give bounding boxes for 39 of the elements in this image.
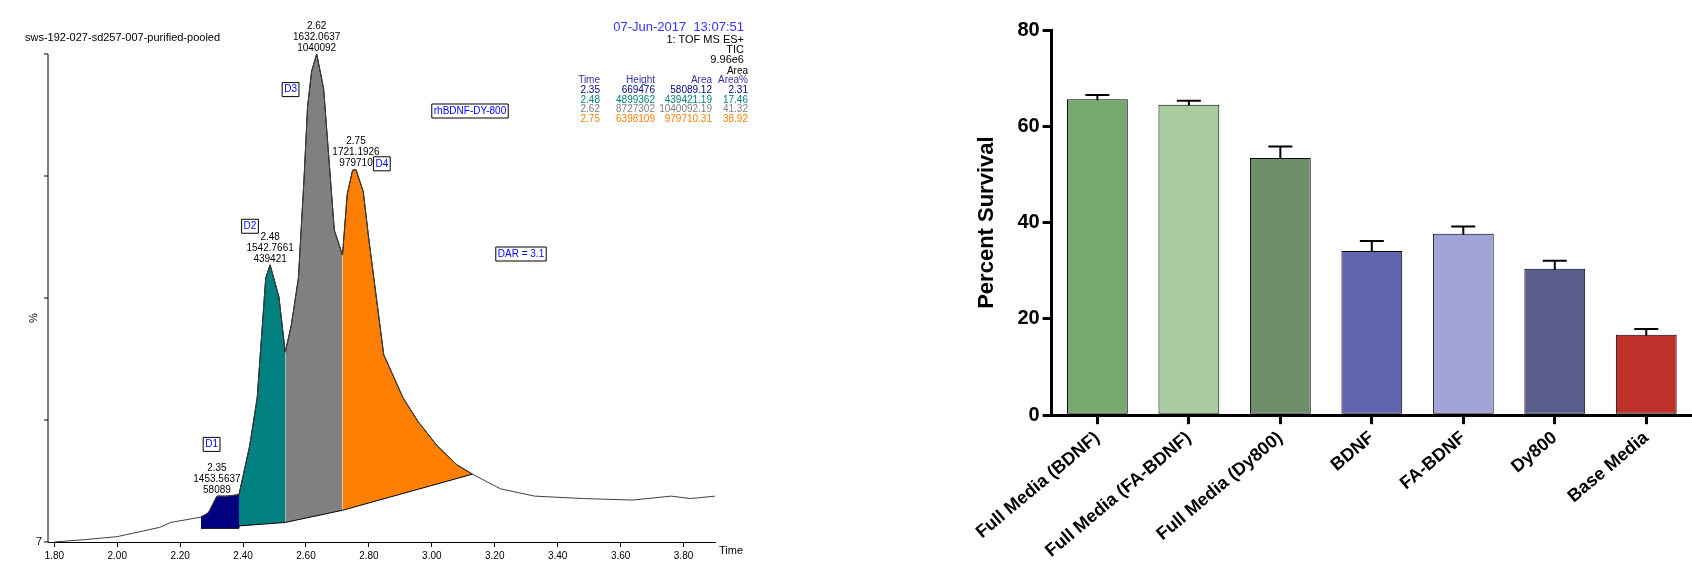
annotation: 2.35 1453.5637 58089	[193, 461, 242, 495]
text: 2.62 8727302 1040092.19 41.32	[580, 103, 748, 115]
x-tick-label: 3.40	[547, 549, 568, 561]
text: 07-Jun-2017 13:07:51	[613, 18, 744, 34]
y-tick-label: 0	[1028, 402, 1040, 425]
annotation: rhBDNF-DY-800	[433, 104, 507, 116]
annotation: DAR = 3.1	[497, 247, 545, 259]
annotation: 2.62 1632.0637 1040092	[293, 19, 341, 53]
annotation: D3	[284, 83, 298, 95]
y-tick-label: 40	[1017, 210, 1040, 233]
x-tick-label: 3.80	[673, 549, 694, 561]
x-tick-label: 2.80	[359, 549, 380, 561]
text: Time Height Area Area%	[578, 74, 748, 86]
text: 7	[35, 535, 42, 548]
y-axis-title: Percent Survival	[973, 136, 999, 309]
text: TIC	[726, 43, 745, 56]
annotation: D1	[205, 438, 219, 450]
x-tick-label: 3.60	[610, 549, 631, 561]
text: 2.48 4899362 439421.19 17.46	[580, 93, 748, 105]
y-tick-label: 60	[1017, 113, 1040, 136]
annotation: D4	[375, 157, 389, 169]
text: 1: TOF MS ES+	[666, 33, 744, 46]
x-tick-label: 2.20	[170, 549, 191, 561]
x-tick-label: 3.00	[422, 549, 443, 561]
x-tick-label: 2.60	[296, 549, 317, 561]
y-tick-label: 20	[1017, 306, 1040, 329]
x-tick-label: 1.80	[44, 549, 65, 561]
x-tick-label: 2.40	[233, 549, 254, 561]
x-tick-label: 3.20	[485, 549, 505, 561]
text: 2.75 6398109 979710.31 38.92	[580, 112, 748, 124]
y-tick-label: 80	[1017, 17, 1040, 40]
x-tick-label: 2.00	[107, 549, 128, 561]
annotation: D2	[243, 220, 257, 232]
y-axis-title: %	[27, 312, 40, 323]
x-axis-title: Time	[719, 544, 744, 557]
chart-title: sws-192-027-sd257-007-purified-pooled	[25, 31, 221, 44]
annotation: 2.48 1542.7661 439421	[246, 230, 295, 264]
annotation: 9.96e6	[710, 53, 744, 66]
text: Area	[726, 64, 749, 76]
